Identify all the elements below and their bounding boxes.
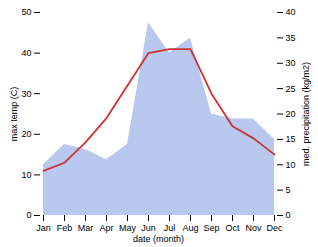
svg-text:20: 20	[286, 109, 296, 119]
svg-text:Jan: Jan	[36, 223, 51, 233]
svg-text:Oct: Oct	[225, 223, 240, 233]
svg-text:date (month): date (month)	[133, 234, 184, 244]
svg-text:15: 15	[286, 134, 296, 144]
svg-text:Dec: Dec	[266, 223, 283, 233]
svg-text:Feb: Feb	[57, 223, 73, 233]
svg-text:Sep: Sep	[203, 223, 219, 233]
svg-text:0: 0	[26, 210, 31, 220]
svg-text:Aug: Aug	[182, 223, 198, 233]
svg-text:10: 10	[286, 160, 296, 170]
svg-text:40: 40	[286, 7, 296, 17]
svg-text:30: 30	[21, 89, 31, 99]
svg-text:35: 35	[286, 33, 296, 43]
svg-text:Jun: Jun	[141, 223, 156, 233]
svg-text:May: May	[119, 223, 137, 233]
svg-text:Apr: Apr	[99, 223, 113, 233]
svg-text:50: 50	[21, 7, 31, 17]
svg-text:0: 0	[286, 210, 291, 220]
svg-text:5: 5	[286, 185, 291, 195]
svg-text:Nov: Nov	[245, 223, 262, 233]
svg-text:max temp (C): max temp (C)	[9, 87, 19, 142]
svg-text:Jul: Jul	[164, 223, 176, 233]
svg-text:10: 10	[21, 170, 31, 180]
svg-text:20: 20	[21, 129, 31, 139]
svg-text:med. precipitation (kg/m2): med. precipitation (kg/m2)	[301, 62, 311, 166]
svg-text:30: 30	[286, 58, 296, 68]
svg-text:40: 40	[21, 48, 31, 58]
svg-text:25: 25	[286, 84, 296, 94]
svg-text:Mar: Mar	[78, 223, 94, 233]
